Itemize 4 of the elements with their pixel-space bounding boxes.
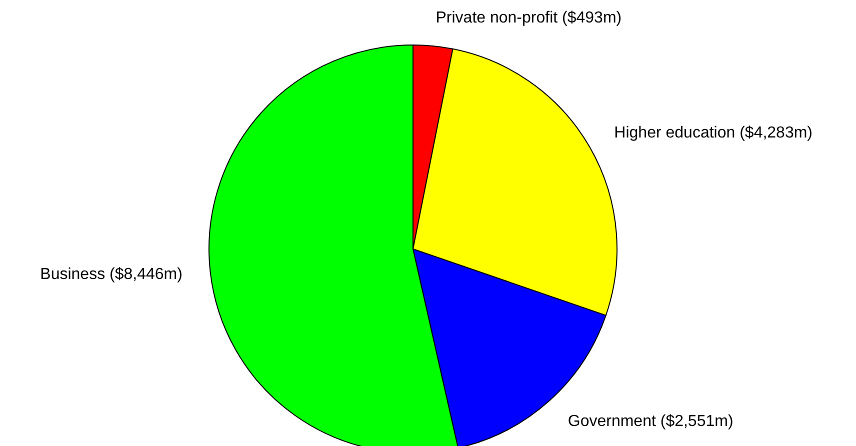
slice-label: Business ($8,446m) [40, 266, 182, 284]
slice-label: Higher education ($4,283m) [614, 124, 813, 142]
slice-label: Government ($2,551m) [568, 412, 734, 430]
slice-label: Private non-profit ($493m) [436, 9, 622, 26]
